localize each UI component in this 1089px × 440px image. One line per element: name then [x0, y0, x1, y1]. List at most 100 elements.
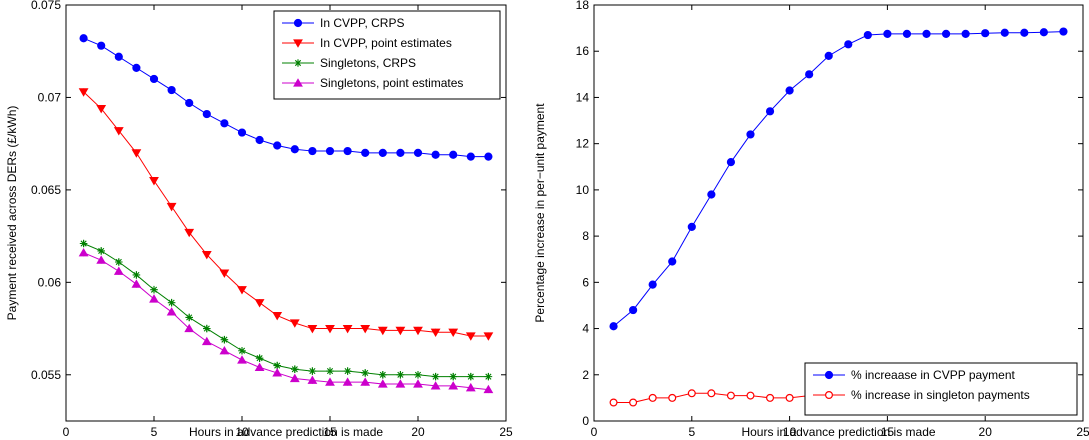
- data-point: [395, 379, 406, 388]
- data-point: [981, 29, 990, 38]
- legend-entry: In CVPP, point estimates: [320, 36, 452, 50]
- data-point: [396, 148, 405, 158]
- y-axis-label: Payment received across DERs (£/kWh): [5, 106, 19, 321]
- data-point: [219, 345, 230, 355]
- y-tick-label: 12: [576, 137, 590, 151]
- data-point: [325, 324, 335, 334]
- data-point: [377, 326, 388, 336]
- y-axis-label: Percentage increase in per−unit payment: [533, 103, 547, 323]
- data-point: [97, 41, 106, 50]
- data-point: [609, 398, 618, 407]
- y-tick-label: 0.06: [38, 275, 62, 289]
- x-axis-label: Hours in advance prediction is made: [189, 425, 383, 439]
- data-point: [726, 391, 735, 400]
- legend-entry: % increaase in CVPP payment: [851, 368, 1016, 382]
- data-point: [291, 365, 299, 374]
- legend: % increaase in CVPP payment % increase in…: [804, 362, 1078, 416]
- data-point: [272, 368, 283, 377]
- data-point: [609, 322, 618, 331]
- data-point: [273, 361, 281, 370]
- data-point: [726, 158, 736, 167]
- data-point: [308, 146, 317, 156]
- data-point: [824, 51, 833, 60]
- series-line: [83, 91, 489, 337]
- data-point: [379, 370, 387, 379]
- legend: In CVPP, CRPS In CVPP, point estimates Sin…: [273, 10, 501, 100]
- data-point: [78, 88, 89, 97]
- data-point: [785, 393, 794, 402]
- data-point: [238, 346, 246, 355]
- x-tick-label: 0: [591, 425, 598, 439]
- data-point: [149, 177, 159, 186]
- data-point: [220, 335, 229, 344]
- data-point: [448, 328, 459, 338]
- data-point: [97, 247, 105, 255]
- data-point: [449, 372, 457, 381]
- data-point: [883, 29, 892, 38]
- data-point: [765, 107, 775, 116]
- x-tick-label: 5: [688, 425, 695, 439]
- y-tick-label: 4: [582, 322, 589, 336]
- x-tick-label: 10: [783, 425, 797, 439]
- data-point: [149, 294, 159, 303]
- data-point: [78, 247, 89, 257]
- data-point: [1000, 28, 1009, 37]
- data-point: [746, 130, 755, 139]
- y-tick-label: 0.065: [31, 183, 61, 197]
- y-tick-label: 0.055: [31, 368, 61, 382]
- data-point: [863, 30, 872, 40]
- data-point: [325, 377, 335, 386]
- data-point: [377, 379, 388, 388]
- chart-1: 0 5 10 15 20 25 0.055 0.06 0.065 0.07 0.075 Hours i…: [5, 0, 513, 439]
- x-tick-label: 20: [411, 425, 425, 439]
- x-tick-label: 0: [63, 425, 70, 439]
- data-point: [167, 85, 176, 95]
- data-point: [413, 326, 423, 336]
- data-point: [237, 355, 247, 364]
- data-point: [96, 255, 107, 264]
- data-point: [202, 109, 211, 119]
- data-point: [467, 372, 475, 381]
- y-tick-label: 6: [582, 275, 589, 289]
- data-point: [395, 326, 406, 336]
- data-point: [166, 202, 177, 212]
- data-point: [465, 382, 476, 392]
- legend-entry: In CVPP, CRPS: [320, 16, 404, 30]
- data-point: [79, 239, 88, 248]
- legend-marker: [824, 391, 833, 400]
- data-point: [902, 29, 912, 38]
- data-point: [431, 372, 440, 381]
- x-tick-label: 25: [1076, 425, 1089, 439]
- data-point: [289, 319, 300, 328]
- data-point: [254, 299, 265, 308]
- x-tick-label: 15: [323, 425, 337, 439]
- data-point: [308, 367, 317, 375]
- legend-marker: [293, 39, 303, 48]
- data-point: [167, 298, 176, 307]
- data-point: [131, 279, 142, 288]
- data-point: [307, 375, 318, 384]
- data-point: [114, 52, 123, 61]
- data-point: [113, 127, 124, 136]
- data-point: [396, 370, 405, 379]
- data-point: [465, 332, 476, 341]
- series-1: [79, 34, 493, 161]
- data-point: [1059, 27, 1068, 36]
- data-point: [805, 70, 814, 79]
- plot-area: [593, 4, 1084, 422]
- data-point: [290, 145, 299, 154]
- data-point: [342, 377, 353, 386]
- x-tick-label: 10: [235, 425, 249, 439]
- data-point: [79, 34, 88, 43]
- data-point: [325, 146, 335, 156]
- data-point: [254, 362, 265, 371]
- data-point: [1020, 28, 1029, 37]
- data-point: [360, 324, 371, 334]
- data-point: [484, 152, 493, 161]
- y-tick-label: 0.07: [38, 90, 62, 104]
- data-point: [361, 148, 370, 158]
- x-tick-label: 25: [499, 425, 513, 439]
- data-point: [185, 98, 194, 108]
- data-point: [961, 29, 970, 38]
- data-point: [255, 354, 264, 362]
